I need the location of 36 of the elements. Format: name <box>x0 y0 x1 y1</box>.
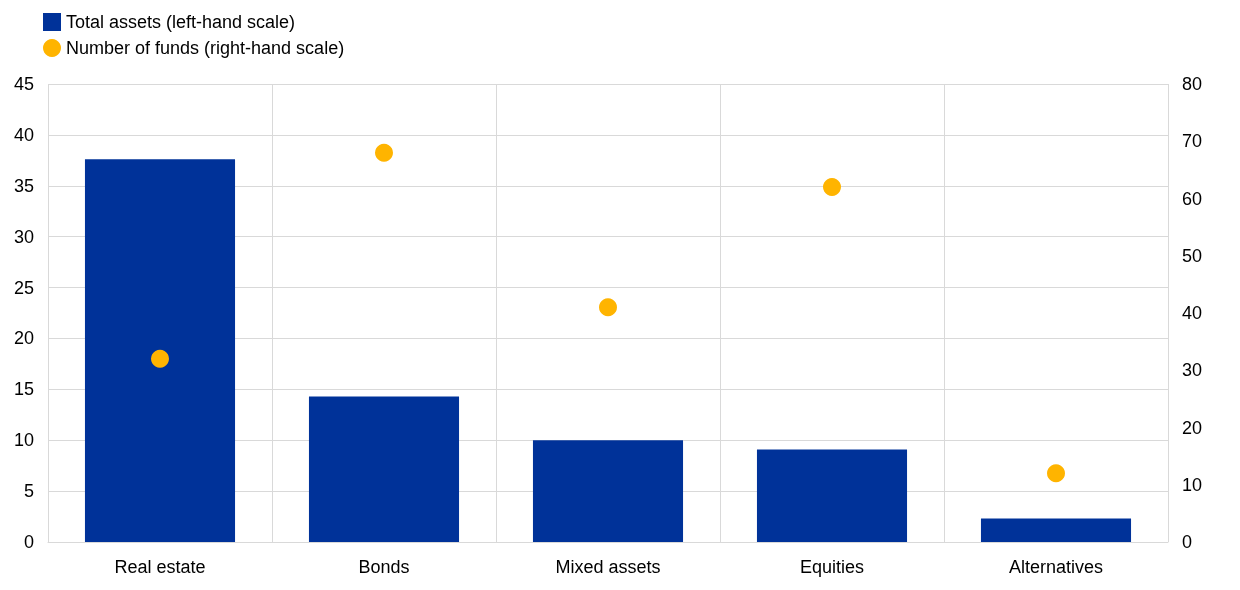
x-tick-label: Real estate <box>114 557 206 577</box>
y2-tick-label: 10 <box>1182 474 1203 495</box>
y-tick-label: 20 <box>13 328 34 349</box>
y-tick-label: 5 <box>23 481 34 502</box>
point <box>151 349 169 368</box>
y-tick-label: 15 <box>13 379 34 400</box>
x-tick-label: Mixed assets <box>555 557 661 577</box>
point <box>599 298 617 317</box>
y-tick-label: 40 <box>13 124 34 145</box>
y2-tick-label: 60 <box>1182 188 1203 209</box>
x-tick-label: Alternatives <box>1008 557 1104 577</box>
y-tick-label: 30 <box>13 226 34 247</box>
bar <box>756 449 908 542</box>
legend-label: Number of funds (right-hand scale) <box>66 38 345 58</box>
y2-tick-label: 80 <box>1182 74 1203 94</box>
bar <box>308 396 460 542</box>
legend-label: Total assets (left-hand scale) <box>66 12 296 32</box>
x-tick-label: Bonds <box>358 557 410 577</box>
bar <box>84 159 236 542</box>
y-tick-label: 25 <box>13 277 34 298</box>
bar <box>980 518 1132 542</box>
x-tick-label: Equities <box>799 557 865 577</box>
y-tick-label: 45 <box>13 74 34 94</box>
point <box>1047 464 1065 483</box>
y2-tick-label: 50 <box>1182 245 1203 266</box>
y2-tick-label: 30 <box>1182 360 1203 381</box>
y-tick-label: 10 <box>13 430 34 451</box>
y2-tick-label: 0 <box>1182 532 1193 552</box>
y2-tick-label: 70 <box>1182 131 1203 152</box>
y-tick-label: 35 <box>13 175 34 196</box>
bar <box>532 440 684 542</box>
y-tick-label: 0 <box>23 532 34 552</box>
y2-tick-label: 20 <box>1182 417 1203 438</box>
point <box>823 178 841 197</box>
point <box>375 143 393 162</box>
y2-tick-label: 40 <box>1182 303 1203 323</box>
